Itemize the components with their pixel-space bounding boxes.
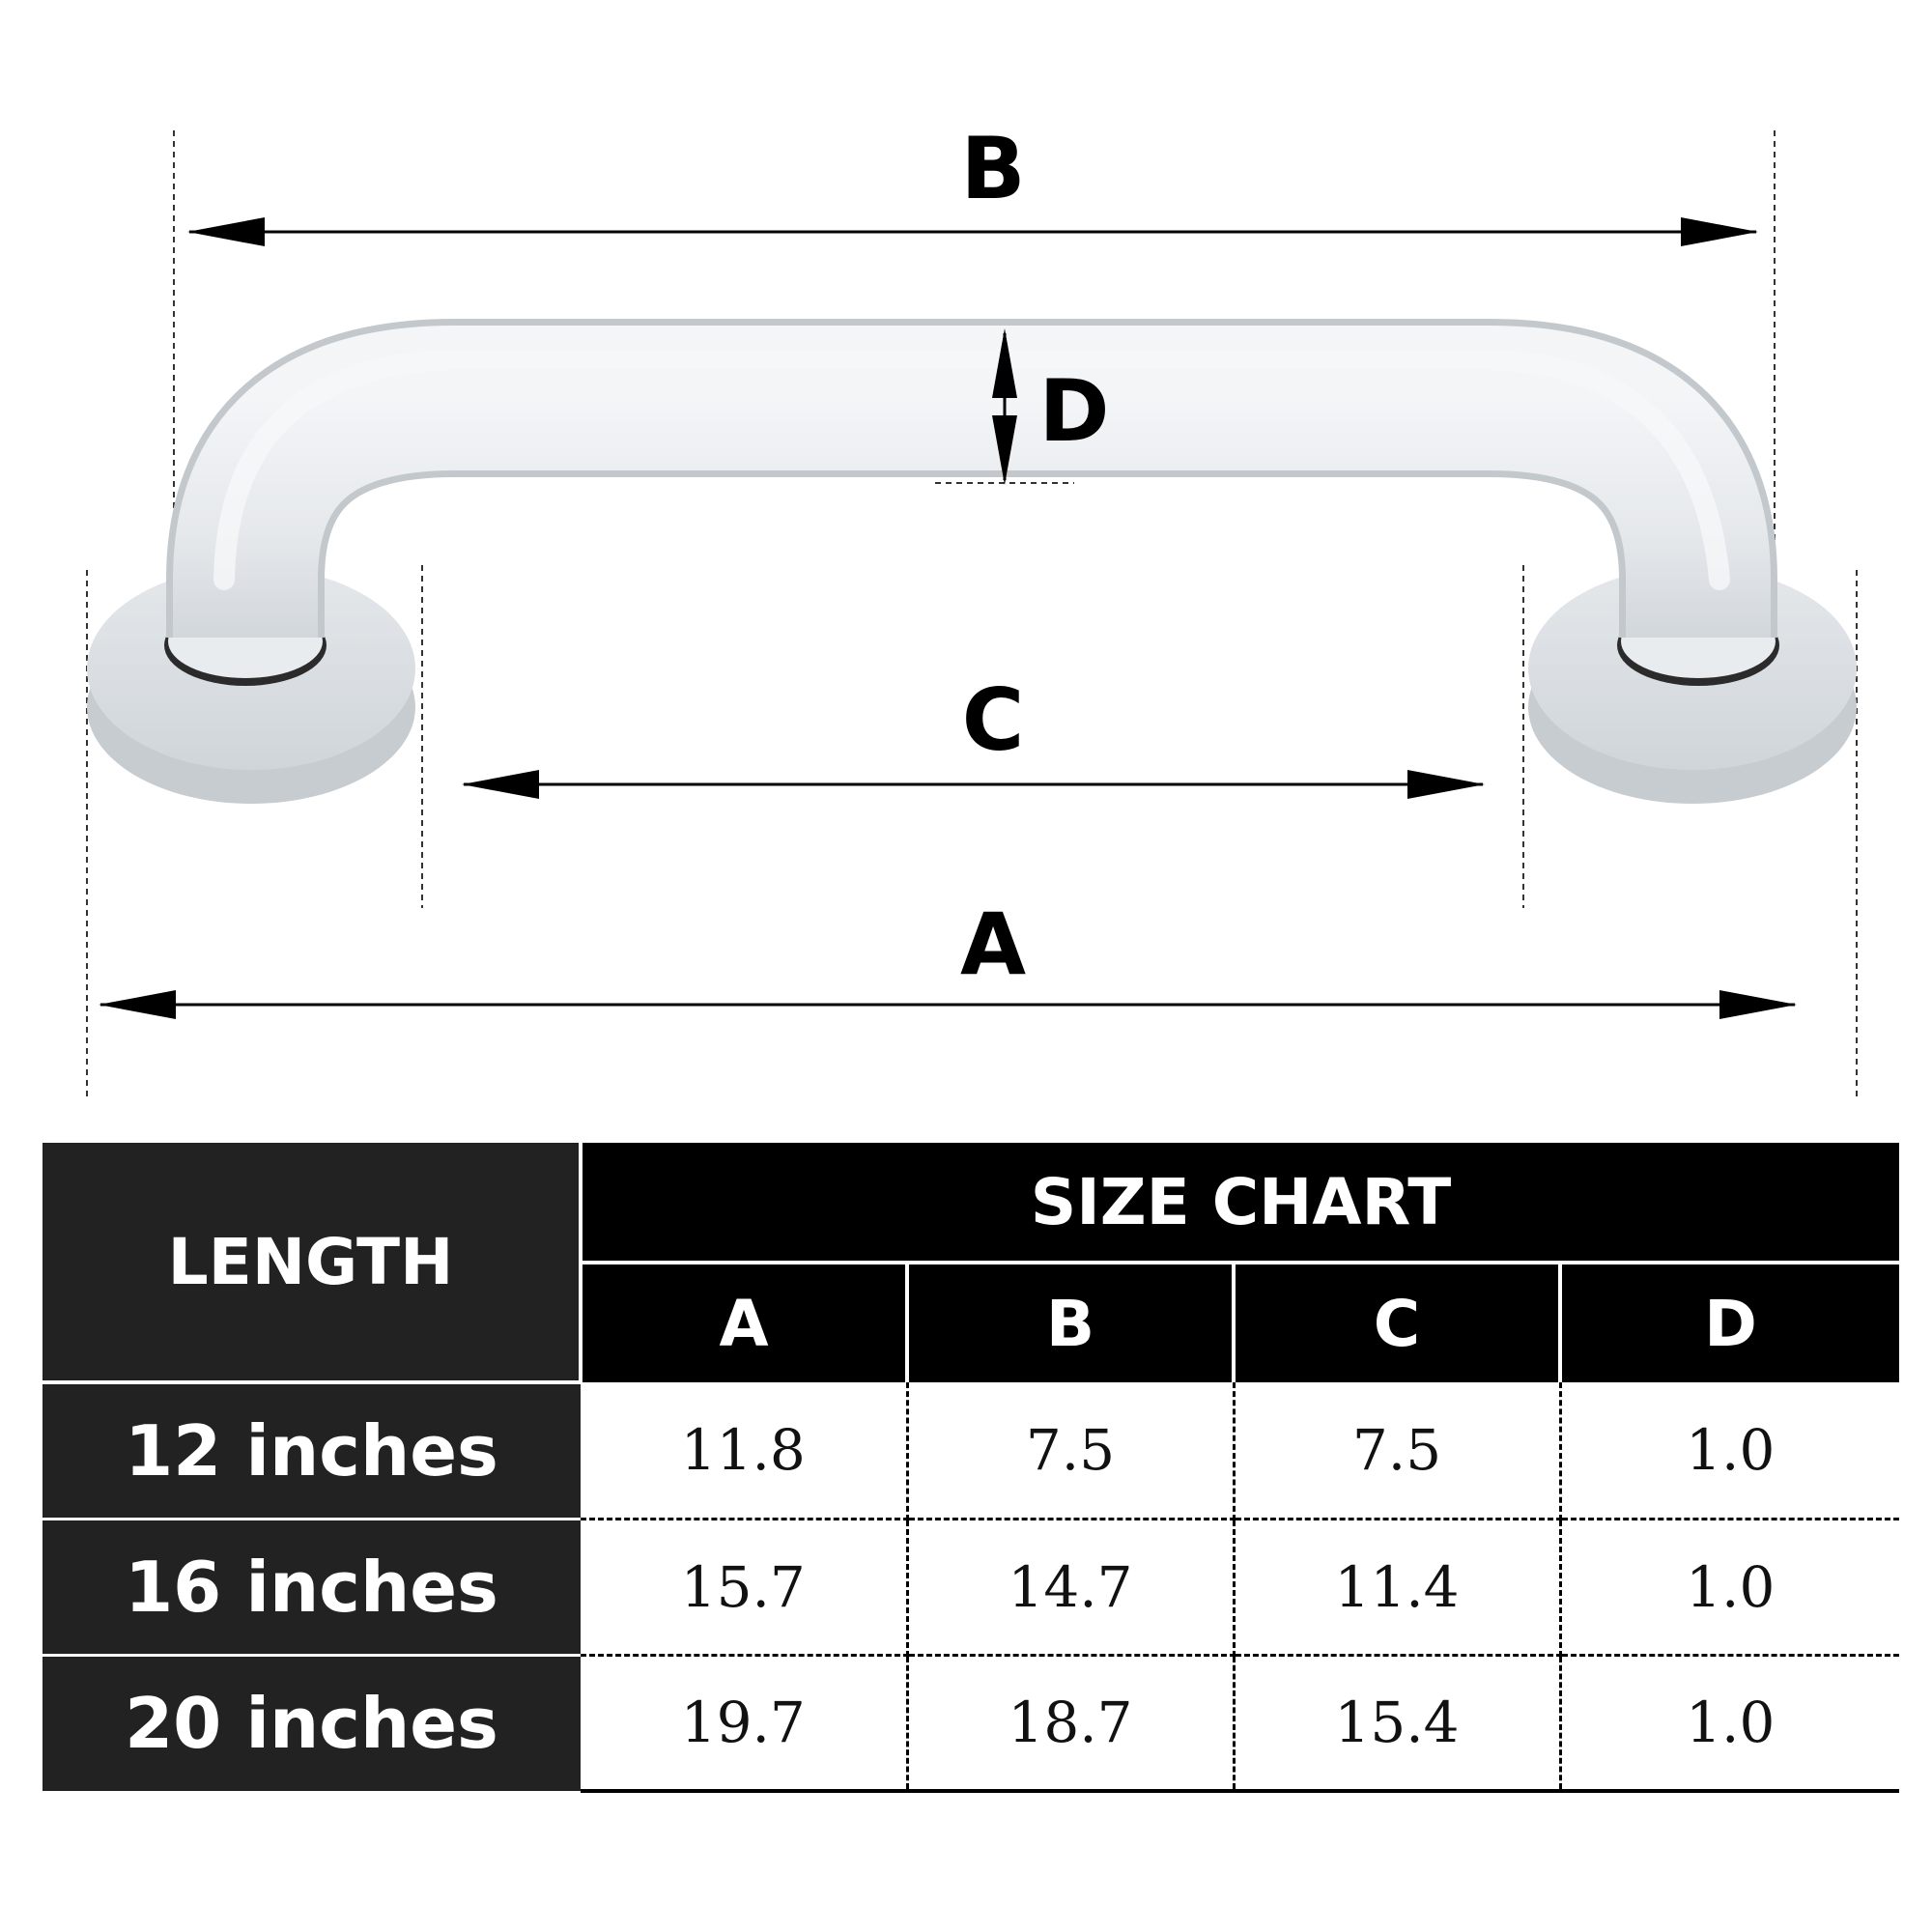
dimension-arrows: [99, 217, 1797, 1019]
cell-value: 15.7: [581, 1519, 909, 1657]
arrow-d: [992, 328, 1017, 485]
column-header-a: A: [581, 1263, 909, 1382]
cell-value: 7.5: [907, 1382, 1236, 1520]
cell-value: 11.8: [581, 1382, 909, 1520]
label-c: C: [962, 670, 1025, 770]
label-d: D: [1038, 361, 1109, 461]
row-length-label: 12 inches: [43, 1382, 581, 1520]
label-a: A: [960, 895, 1026, 994]
table-row: 20 inches 19.7 18.7 15.4 1.0: [43, 1655, 1900, 1793]
table-title-row: LENGTH SIZE CHART: [43, 1143, 1900, 1384]
length-header: LENGTH: [43, 1143, 582, 1384]
cell-value: 18.7: [907, 1655, 1236, 1793]
cell-value: 1.0: [1560, 1655, 1900, 1793]
column-header-c: C: [1234, 1263, 1562, 1382]
cell-value: 1.0: [1560, 1519, 1900, 1657]
table-column-header-row: A B C D: [43, 1263, 1900, 1382]
size-chart-title: SIZE CHART: [581, 1143, 1900, 1264]
table-row: 16 inches 15.7 14.7 11.4 1.0: [43, 1519, 1900, 1657]
column-header-d: D: [1560, 1263, 1900, 1382]
cell-value: 14.7: [907, 1519, 1236, 1657]
column-header-b: B: [907, 1263, 1236, 1382]
grab-bar-diagram: B D C A: [86, 119, 1858, 1101]
cell-value: 7.5: [1234, 1382, 1562, 1520]
label-b: B: [960, 119, 1025, 218]
row-length-label: 20 inches: [43, 1655, 581, 1791]
row-length-label: 16 inches: [43, 1519, 581, 1657]
size-chart-table: LENGTH SIZE CHART A B C D 12 inches 11.8…: [43, 1143, 1900, 1793]
cell-value: 15.4: [1234, 1655, 1562, 1793]
table-row: 12 inches 11.8 7.5 7.5 1.0: [43, 1382, 1900, 1520]
cell-value: 11.4: [1234, 1519, 1562, 1657]
cell-value: 19.7: [581, 1655, 909, 1793]
cell-value: 1.0: [1560, 1382, 1900, 1520]
